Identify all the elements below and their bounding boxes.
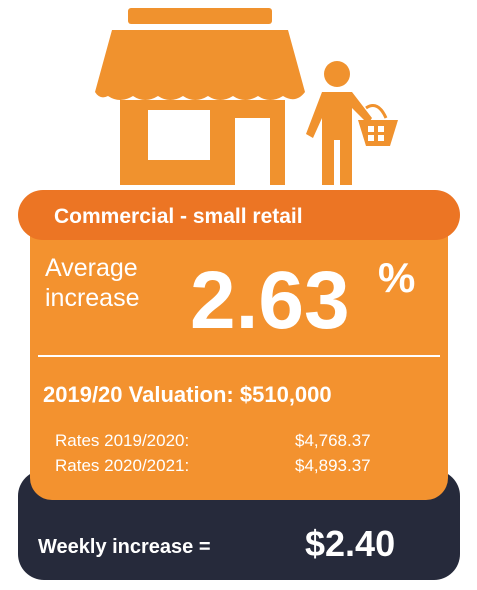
rates-value: $4,768.37 xyxy=(295,431,371,450)
rates-label: Rates 2020/2021: xyxy=(55,456,189,475)
weekly-label: Weekly increase = xyxy=(38,536,211,558)
increase-unit: % xyxy=(378,254,415,301)
weekly-value: $2.40 xyxy=(305,523,395,564)
increase-label: Average xyxy=(45,254,138,282)
store-icon xyxy=(95,8,305,185)
increase-value: 2.63 xyxy=(190,255,350,346)
header-title: Commercial - small retail xyxy=(54,205,303,228)
rates-label: Rates 2019/2020: xyxy=(55,431,189,450)
increase-label: increase xyxy=(45,284,140,312)
shopper-icon xyxy=(306,61,398,185)
header-pill xyxy=(18,190,460,240)
valuation: 2019/20 Valuation: $510,000 xyxy=(43,382,332,407)
rates-value: $4,893.37 xyxy=(295,456,371,475)
